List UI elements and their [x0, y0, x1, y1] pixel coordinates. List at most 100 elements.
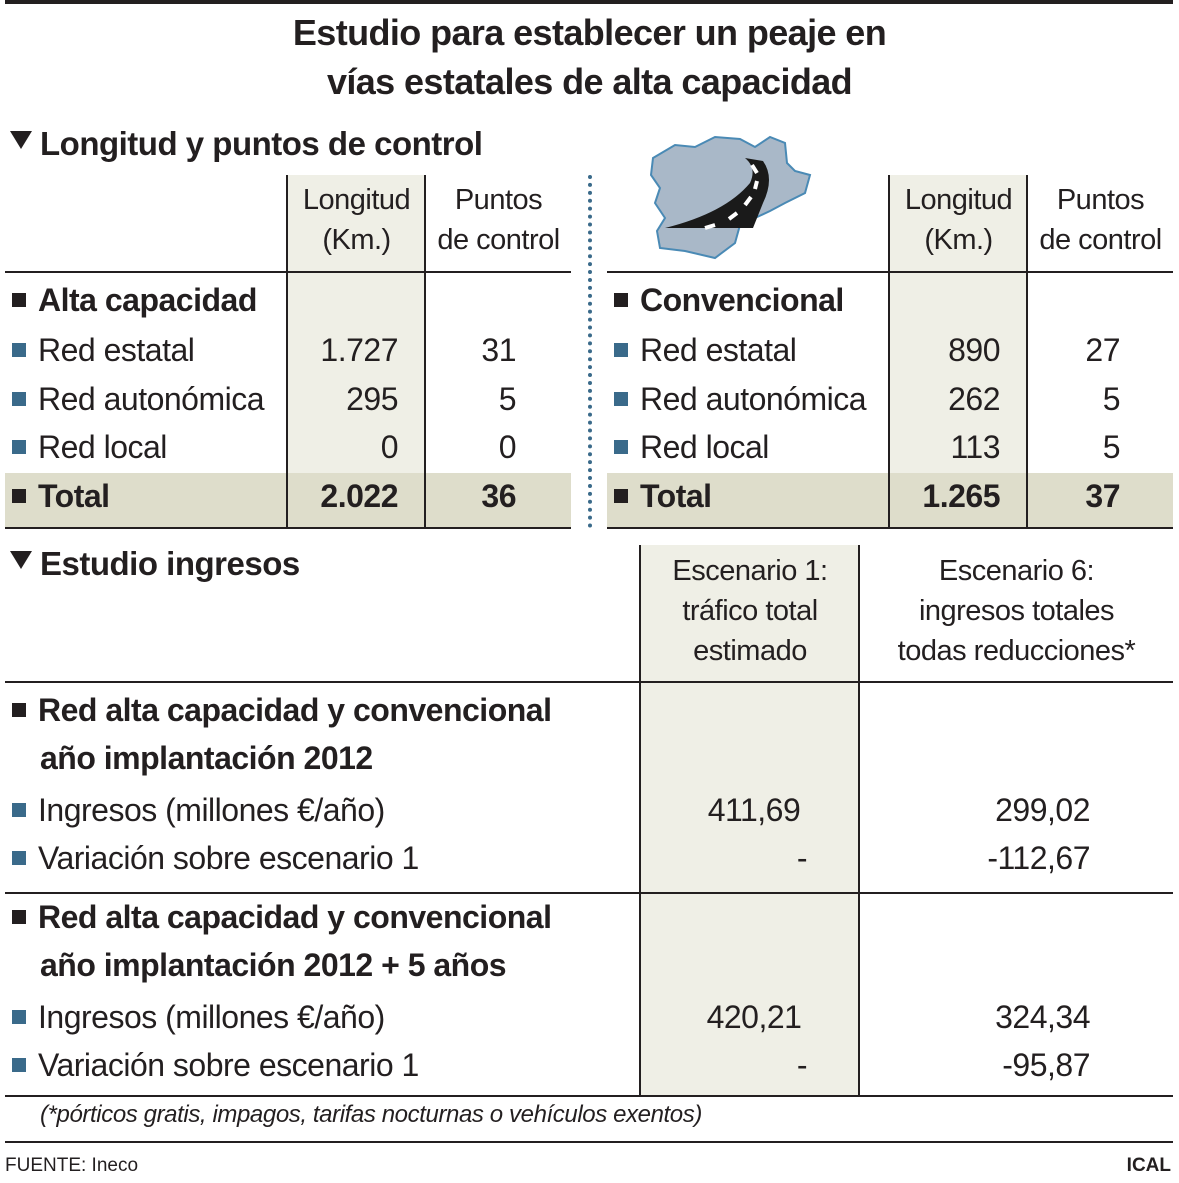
row-label: Ingresos (millones €/año) — [38, 792, 385, 828]
table-row: Red local — [12, 427, 167, 467]
cell-escenario1: 411,69 — [707, 792, 801, 828]
group-convencional: Convencional — [614, 280, 844, 320]
square-bullet-icon — [12, 910, 26, 924]
cell-km: 295 — [346, 381, 398, 417]
shade-col-escenario1 — [641, 545, 859, 1095]
shade-col-right — [890, 175, 1027, 473]
divider — [858, 545, 860, 1096]
cell-escenario1: 420,21 — [706, 999, 802, 1035]
square-bullet-icon — [12, 440, 26, 454]
header-text: (Km.) — [924, 224, 993, 256]
row-label: Red local — [640, 429, 769, 465]
table-row: Ingresos (millones €/año) — [12, 790, 385, 830]
cell-km: 1.727 — [320, 332, 398, 368]
divider — [286, 175, 288, 528]
cell-km: 262 — [948, 381, 1000, 417]
row-label: Red local — [38, 429, 167, 465]
section-heading-longitud: Longitud y puntos de control — [10, 125, 483, 163]
section-heading-text: Longitud y puntos de control — [40, 125, 483, 162]
triangle-down-icon — [10, 551, 32, 569]
divider — [5, 1141, 1173, 1143]
cell-km: 113 — [950, 429, 1000, 465]
group-label: Alta capacidad — [38, 282, 257, 318]
table-row: Red autonómica — [12, 379, 265, 419]
cell-escenario1: - — [796, 1047, 808, 1083]
header-text: de control — [437, 224, 560, 256]
header-text: todas reducciones* — [897, 635, 1136, 667]
square-bullet-icon — [12, 392, 26, 406]
header-text: Puntos — [454, 184, 543, 216]
table-row: Red estatal — [12, 330, 195, 370]
header-text: de control — [1039, 224, 1162, 256]
divider — [1026, 175, 1028, 528]
table-row: Ingresos (millones €/año) — [12, 997, 385, 1037]
group-title: Red alta capacidad y convencional — [12, 690, 552, 730]
cell-pc: 5 — [1102, 429, 1121, 465]
table-row: Variación sobre escenario 1 — [12, 838, 419, 878]
divider — [5, 271, 571, 273]
dotted-separator — [588, 175, 592, 528]
row-label: Variación sobre escenario 1 — [38, 840, 419, 876]
total-row: Total — [12, 476, 110, 516]
row-label: Red estatal — [38, 332, 195, 368]
cell-pc-total: 37 — [1085, 478, 1120, 514]
table-row: Red local — [614, 427, 769, 467]
row-label: Ingresos (millones €/año) — [38, 999, 385, 1035]
cell-km-total: 1.265 — [922, 478, 1000, 514]
square-bullet-icon — [12, 803, 26, 817]
header-longitud-right: Longitud (Km.) — [890, 180, 1027, 260]
header-text: estimado — [693, 635, 807, 667]
square-bullet-icon — [12, 1010, 26, 1024]
row-label: Variación sobre escenario 1 — [38, 1047, 419, 1083]
total-band-left — [5, 473, 571, 528]
divider — [5, 681, 1173, 683]
header-text: (Km.) — [322, 224, 391, 256]
row-label: Red autonómica — [640, 381, 867, 417]
square-bullet-icon — [12, 851, 26, 865]
header-puntos-left: Puntos de control — [426, 180, 571, 260]
divider — [888, 175, 890, 528]
cell-pc: 27 — [1085, 332, 1120, 368]
header-longitud-left: Longitud (Km.) — [288, 180, 425, 260]
table-row: Red estatal — [614, 330, 797, 370]
cell-km-total: 2.022 — [320, 478, 398, 514]
square-bullet-icon — [614, 343, 628, 357]
row-label: Red estatal — [640, 332, 797, 368]
header-text: tráfico total — [682, 595, 818, 627]
cell-escenario6: -112,67 — [987, 840, 1090, 876]
cell-escenario6: 299,02 — [995, 792, 1090, 828]
cell-escenario6: -95,87 — [1002, 1047, 1090, 1083]
source-label: FUENTE: Ineco — [5, 1155, 139, 1176]
agency-label: ICAL — [1126, 1155, 1171, 1176]
group-title-text: Red alta capacidad y convencional — [38, 899, 552, 935]
square-bullet-icon — [12, 343, 26, 357]
title-line-2: vías estatales de alta capacidad — [326, 61, 853, 102]
title-line-1: Estudio para establecer un peaje en — [292, 12, 887, 53]
square-bullet-icon — [12, 489, 26, 503]
cell-km: 0 — [380, 429, 399, 465]
header-text: Longitud — [904, 184, 1013, 216]
divider — [5, 1095, 1173, 1097]
group-subtitle: año implantación 2012 + 5 años — [40, 947, 507, 983]
group-title-text: Red alta capacidad y convencional — [38, 692, 552, 728]
cell-pc-total: 36 — [481, 478, 516, 514]
square-bullet-icon — [12, 703, 26, 717]
cell-escenario1: - — [796, 840, 808, 876]
footnote: (*pórticos gratis, impagos, tarifas noct… — [40, 1101, 702, 1128]
cell-pc: 5 — [1102, 381, 1121, 417]
square-bullet-icon — [614, 392, 628, 406]
square-bullet-icon — [614, 293, 628, 307]
header-puntos-right: Puntos de control — [1028, 180, 1173, 260]
total-row: Total — [614, 476, 712, 516]
divider — [5, 892, 1173, 894]
square-bullet-icon — [614, 440, 628, 454]
square-bullet-icon — [12, 293, 26, 307]
cell-km: 890 — [948, 332, 1000, 368]
group-label: Convencional — [640, 282, 844, 318]
divider — [424, 175, 426, 528]
triangle-down-icon — [10, 131, 32, 149]
row-label: Red autonómica — [38, 381, 265, 417]
total-band-right — [607, 473, 1173, 528]
cell-escenario6: 324,34 — [995, 999, 1090, 1035]
header-text: Escenario 6: — [938, 555, 1095, 587]
